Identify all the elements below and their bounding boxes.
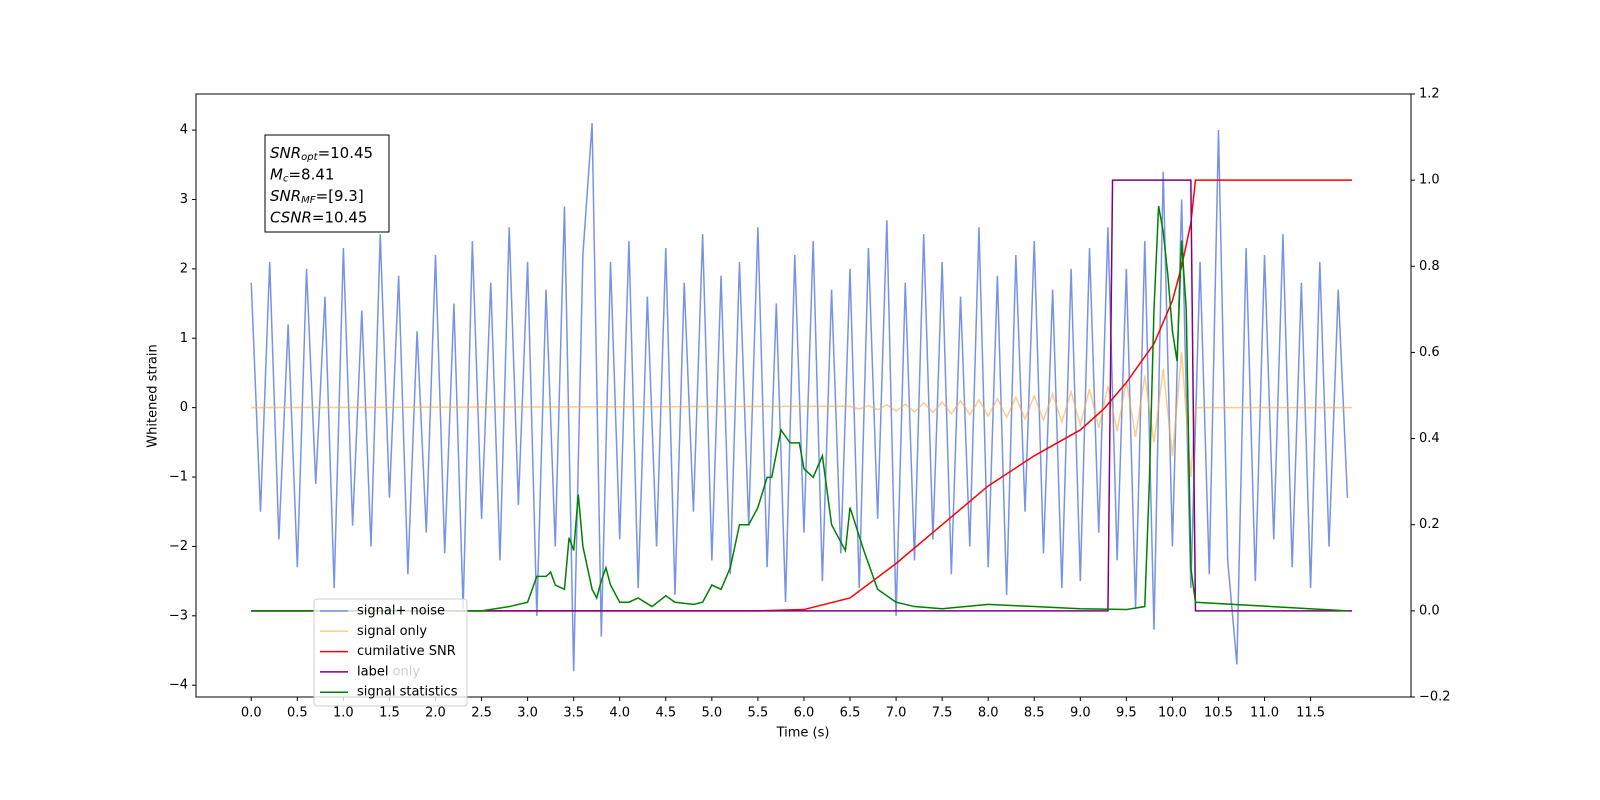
annotation-symbol: CSNR [270, 208, 312, 226]
x-tick-label: 2.5 [471, 706, 492, 721]
y-tick-label: 4 [180, 123, 188, 138]
x-tick-label: 0.0 [241, 706, 262, 721]
series-line [251, 179, 1353, 612]
y-tick-label: −4 [169, 678, 188, 693]
annotation-value: =[9.3] [316, 187, 364, 205]
y-tick-label: −2 [169, 539, 188, 554]
legend-label: signal+ noise [357, 604, 445, 619]
x-tick-label: 5.0 [702, 706, 723, 721]
y-tick-label: 1 [180, 331, 188, 346]
annotation-box [264, 134, 390, 233]
x-tick-label: 11.0 [1250, 706, 1279, 721]
legend-box [313, 598, 468, 707]
y2-tick-label: 0.2 [1419, 517, 1440, 532]
y-axis-label: Whitened strain [146, 344, 161, 447]
y2-tick-label: 1.0 [1419, 173, 1440, 188]
y2-tick-label: 0.8 [1419, 259, 1440, 274]
x-tick-label: 9.0 [1070, 706, 1091, 721]
x-tick-label: 10.5 [1204, 706, 1233, 721]
x-tick-label: 4.0 [609, 706, 630, 721]
x-tick-label: 3.5 [563, 706, 584, 721]
y2-tick-label: 0.0 [1419, 603, 1440, 618]
x-tick-label: 8.5 [1024, 706, 1045, 721]
y-tick-label: 3 [180, 192, 188, 207]
y-tick-label: 2 [180, 261, 188, 276]
x-tick-label: 4.5 [655, 706, 676, 721]
x-tick-label: 7.5 [932, 706, 953, 721]
x-tick-label: 6.5 [840, 706, 861, 721]
annotation-subscript: opt [301, 152, 318, 163]
series-line [251, 352, 1353, 478]
x-tick-label: 5.5 [748, 706, 769, 721]
y-tick-label: 0 [180, 400, 188, 415]
legend-label: label [357, 664, 388, 679]
annotation-subscript: c [283, 174, 289, 185]
x-tick-label: 3.0 [517, 706, 538, 721]
annotation: SNRopt=10.45 [270, 144, 373, 164]
annotation: CSNR=10.45 [270, 208, 367, 226]
x-tick-label: 2.0 [425, 706, 446, 721]
y2-tick-label: −0.2 [1419, 690, 1451, 705]
annotation-value: =8.41 [288, 165, 334, 183]
annotation-subscript: MF [301, 195, 316, 206]
x-tick-label: 1.5 [379, 706, 400, 721]
annotation: Mc=8.41 [270, 165, 334, 185]
y2-tick-label: 0.6 [1419, 345, 1440, 360]
annotation-symbol: SNR [270, 144, 301, 162]
y-tick-label: −3 [169, 608, 188, 623]
y2-tick-label: 0.4 [1419, 431, 1440, 446]
annotation-symbol: SNR [270, 187, 301, 205]
legend-label: cumilative SNR [357, 644, 456, 659]
x-tick-label: 0.5 [287, 706, 308, 721]
x-tick-label: 10.0 [1158, 706, 1187, 721]
x-tick-label: 11.5 [1296, 706, 1325, 721]
annotation-symbol: M [270, 165, 283, 183]
x-tick-label: 9.5 [1116, 706, 1137, 721]
x-axis-label: Time (s) [776, 726, 830, 741]
annotation-value: =10.45 [318, 144, 374, 162]
x-tick-label: 8.0 [978, 706, 999, 721]
annotation: SNRMF=[9.3] [270, 187, 364, 207]
legend-label: signal statistics [357, 685, 458, 700]
annotation-value: =10.45 [312, 208, 368, 226]
x-tick-label: 1.0 [333, 706, 354, 721]
series-line [251, 179, 1353, 612]
x-tick-label: 6.0 [794, 706, 815, 721]
legend-label: signal only [357, 624, 427, 639]
series-line [250, 123, 1349, 672]
y2-tick-label: 1.2 [1419, 87, 1440, 102]
x-tick-label: 7.0 [886, 706, 907, 721]
y-tick-label: −1 [169, 470, 188, 485]
series-line [251, 205, 1348, 612]
